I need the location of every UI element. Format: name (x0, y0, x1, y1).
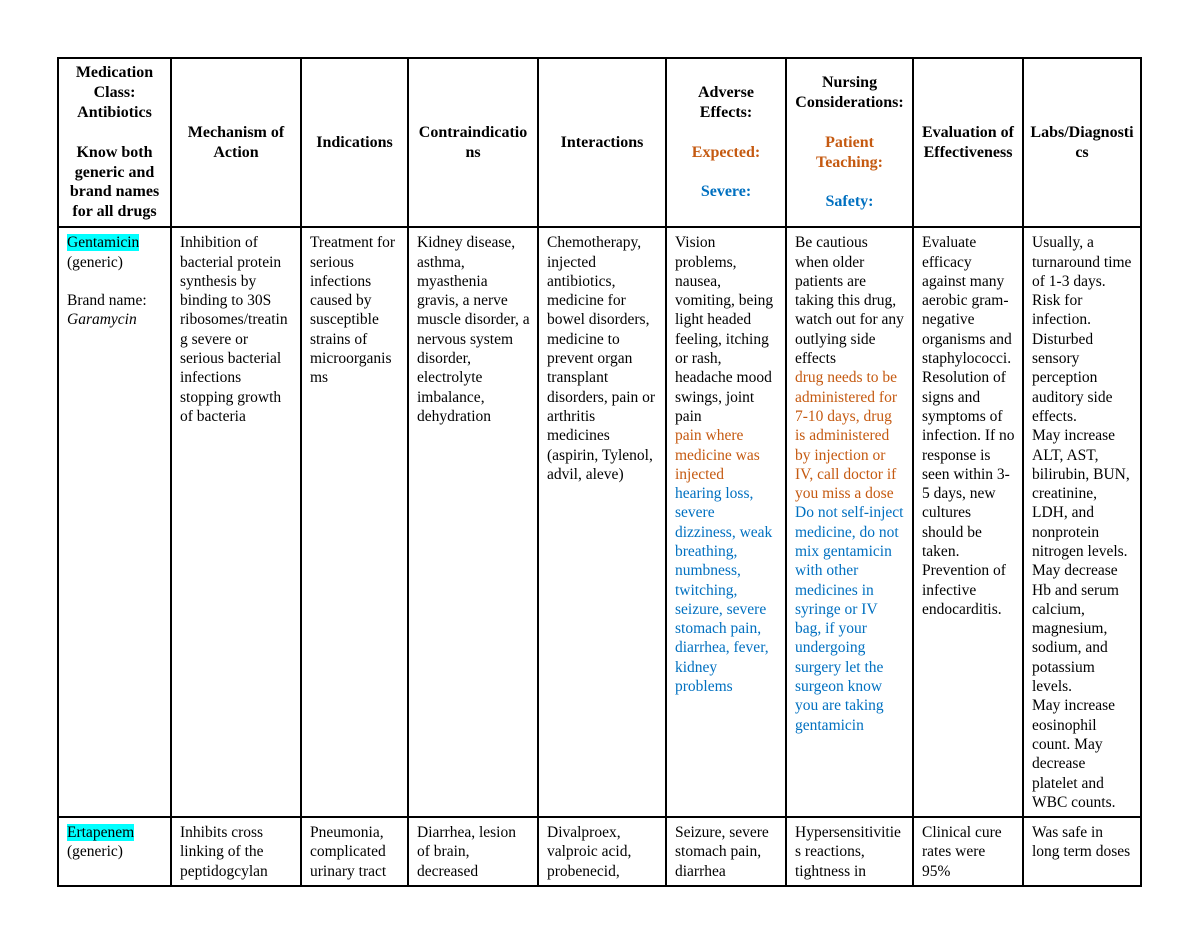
header-nursing-considerations: Nursing Considerations: Patient Teaching… (785, 56, 914, 229)
text-segment: Treatment for serious infections caused … (310, 234, 396, 387)
cell-gentamicin-medication: Gentamicin (generic) Brand name: Garamyc… (57, 226, 172, 819)
text-segment: Vision problems, nausea, vomiting, being… (675, 234, 774, 425)
text-segment: (generic) Brand name: (67, 253, 147, 310)
header-adverse-effects: Adverse Effects: Expected: Severe: (665, 56, 787, 229)
cell-gentamicin-labs-diagnostics: Usually, a turnaround time of 1-3 days. … (1022, 226, 1142, 819)
text-segment: Kidney disease, asthma, myasthenia gravi… (417, 234, 530, 425)
text-segment: Safety: (825, 193, 874, 211)
text-segment: Labs/Diagnostics (1030, 123, 1134, 161)
header-indications: Indications (300, 56, 409, 229)
text-segment: (generic) (67, 843, 123, 861)
cell-ertapenem-indications: Pneumonia, complicated urinary tract (300, 816, 409, 888)
cell-gentamicin-indications: Treatment for serious infections caused … (300, 226, 409, 819)
text-segment: Clinical cure rates were 95% (922, 824, 1002, 880)
text-segment: Hypersensitivities reactions, tightness … (795, 824, 901, 880)
cell-ertapenem-evaluation-of-effectiveness: Clinical cure rates were 95% (912, 816, 1024, 888)
cell-ertapenem-medication: Ertapenem (generic) (57, 816, 172, 888)
text-segment: Evaluate efficacy against many aerobic g… (922, 234, 1015, 618)
cell-ertapenem-contraindications: Diarrhea, lesion of brain, decreased (407, 816, 539, 888)
drug-name-highlight: Ertapenem (67, 824, 135, 842)
text-segment: Severe: (700, 183, 752, 201)
cell-ertapenem-adverse-effects: Seizure, severe stomach pain, diarrhea (665, 816, 787, 888)
cell-gentamicin-nursing-considerations: Be cautious when older patients are taki… (785, 226, 914, 819)
medication-table: Medication Class: Antibiotics Know both … (57, 56, 1142, 888)
text-segment: Indications (316, 133, 393, 151)
table-row-ertapenem: Ertapenem (generic) Inhibits cross linkin… (57, 816, 1142, 888)
text-segment: Evaluation of Effectiveness (921, 123, 1014, 161)
text-segment: Divalproex, valproic acid, probenecid, (547, 824, 632, 880)
header-interactions: Interactions (537, 56, 667, 229)
cell-gentamicin-adverse-effects: Vision problems, nausea, vomiting, being… (665, 226, 787, 819)
table-row-gentamicin: Gentamicin (generic) Brand name: Garamyc… (57, 226, 1142, 819)
header-mechanism-of-action: Mechanism of Action (170, 56, 302, 229)
cell-gentamicin-contraindications: Kidney disease, asthma, myasthenia gravi… (407, 226, 539, 819)
cell-gentamicin-evaluation-of-effectiveness: Evaluate efficacy against many aerobic g… (912, 226, 1024, 819)
text-segment: Be cautious when older patients are taki… (795, 234, 904, 368)
text-segment: Inhibits cross linking of the peptidogcy… (180, 824, 268, 880)
table-body: Gentamicin (generic) Brand name: Garamyc… (57, 226, 1142, 888)
text-segment: Interactions (560, 133, 644, 151)
text-segment: pain where medicine was injected (675, 427, 760, 483)
header-row: Medication Class: Antibiotics Know both … (57, 56, 1142, 229)
text-segment: Adverse Effects: (698, 83, 754, 121)
header-evaluation-of-effectiveness: Evaluation of Effectiveness (912, 56, 1024, 229)
text-segment: Expected: (691, 143, 761, 161)
text-segment: Do not self-inject medicine, do not mix … (795, 504, 904, 734)
cell-ertapenem-nursing-considerations: Hypersensitivities reactions, tightness … (785, 816, 914, 888)
text-segment: Patient Teaching: (816, 133, 883, 171)
text-segment: hearing loss, severe dizziness, weak bre… (675, 485, 773, 696)
text-segment: Usually, a turnaround time of 1-3 days. … (1032, 234, 1132, 811)
cell-ertapenem-labs-diagnostics: Was safe in long term doses (1022, 816, 1142, 888)
text-segment: Garamycin (67, 311, 137, 329)
text-segment: Was safe in long term doses (1032, 824, 1131, 861)
text-segment: Nursing Considerations: (795, 73, 904, 111)
cell-ertapenem-interactions: Divalproex, valproic acid, probenecid, (537, 816, 667, 888)
header-labs-diagnostics: Labs/Diagnostics (1022, 56, 1142, 229)
text-segment: Seizure, severe stomach pain, diarrhea (675, 824, 769, 880)
cell-ertapenem-mechanism-of-action: Inhibits cross linking of the peptidogcy… (170, 816, 302, 888)
text-segment: Mechanism of Action (187, 123, 285, 161)
cell-gentamicin-interactions: Chemotherapy, injected antibiotics, medi… (537, 226, 667, 819)
text-segment: Contraindications (418, 123, 528, 161)
drug-name-highlight: Gentamicin (67, 234, 140, 252)
table-header: Medication Class: Antibiotics Know both … (57, 56, 1142, 229)
text-segment: drug needs to be administered for 7-10 d… (795, 369, 898, 503)
header-contraindications: Contraindications (407, 56, 539, 229)
text-segment: Diarrhea, lesion of brain, decreased (417, 824, 516, 880)
text-segment: Inhibition of bacterial protein synthesi… (180, 234, 288, 425)
text-segment: Medication Class: Antibiotics Know both … (69, 64, 160, 221)
header-medication: Medication Class: Antibiotics Know both … (57, 56, 172, 229)
cell-gentamicin-mechanism-of-action: Inhibition of bacterial protein synthesi… (170, 226, 302, 819)
text-segment: Pneumonia, complicated urinary tract (310, 824, 387, 880)
text-segment: Chemotherapy, injected antibiotics, medi… (547, 234, 656, 483)
